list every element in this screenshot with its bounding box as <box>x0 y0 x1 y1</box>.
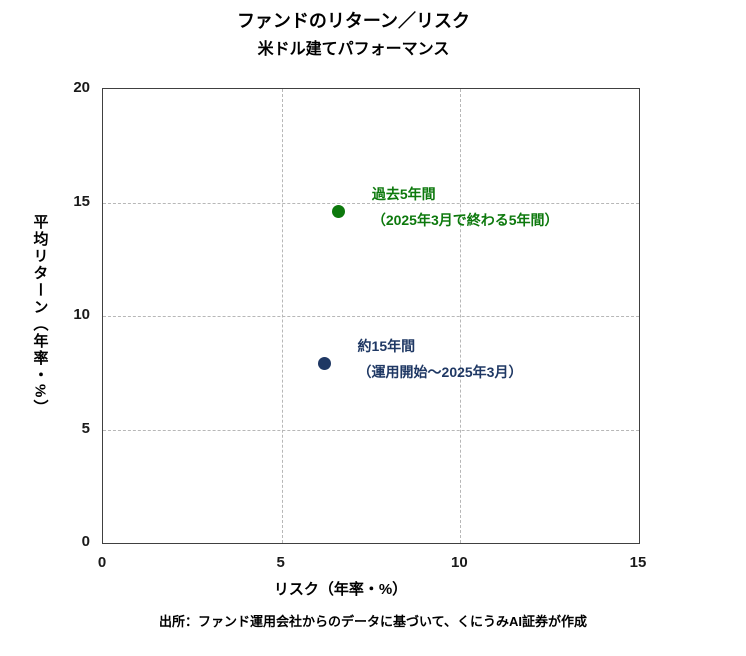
y-tick-label: 10 <box>73 306 90 323</box>
y-tick-label: 5 <box>81 419 90 437</box>
source-note: 出所：ファンド運用会社からのデータに基づいて、くにうみAI証券が作成 <box>159 614 587 629</box>
annotation-line1: 約15年間 <box>357 337 416 354</box>
y-axis-ticks: 0 5 10 15 20 <box>46 79 90 550</box>
vertical-gridline <box>460 89 462 543</box>
vertical-gridline <box>281 89 283 543</box>
annotation-line1: 過去5年間 <box>371 185 436 202</box>
horizontal-gridline <box>103 202 639 204</box>
x-tick-label: 15 <box>629 554 647 571</box>
point-annotation-約15年間: 約15年間 （運用開始～2025年3月） <box>358 333 523 385</box>
y-tick-label: 15 <box>73 192 90 210</box>
data-point-過去5年間 <box>332 205 346 219</box>
horizontal-gridline <box>103 429 639 431</box>
point-annotation-過去5年間: 過去5年間 （2025年3月で終わる5年間） <box>372 181 559 233</box>
annotation-line2: （2025年3月で終わる5年間） <box>371 211 559 228</box>
plot-area: 過去5年間 （2025年3月で終わる5年間） 約15年間 （運用開始～2025年3月） <box>102 88 640 544</box>
annotation-line2: （運用開始～2025年3月） <box>357 363 523 380</box>
x-axis-title: リスク（年率・%） <box>273 581 408 598</box>
y-axis-title: 平均リターン（年率・%） <box>31 213 49 417</box>
data-point-約15年間 <box>318 357 332 371</box>
x-tick-label: 0 <box>97 554 107 571</box>
chart-subtitle: 米ドル建てパフォーマンス <box>257 41 450 58</box>
y-tick-label: 0 <box>81 533 90 550</box>
x-axis-ticks: 0 5 10 15 <box>98 554 647 574</box>
y-tick-label: 20 <box>73 79 90 96</box>
chart-title: ファンドのリターン／リスク <box>236 11 471 31</box>
x-tick-label: 10 <box>450 554 468 571</box>
horizontal-gridline <box>103 316 639 317</box>
x-tick-label: 5 <box>276 554 285 571</box>
